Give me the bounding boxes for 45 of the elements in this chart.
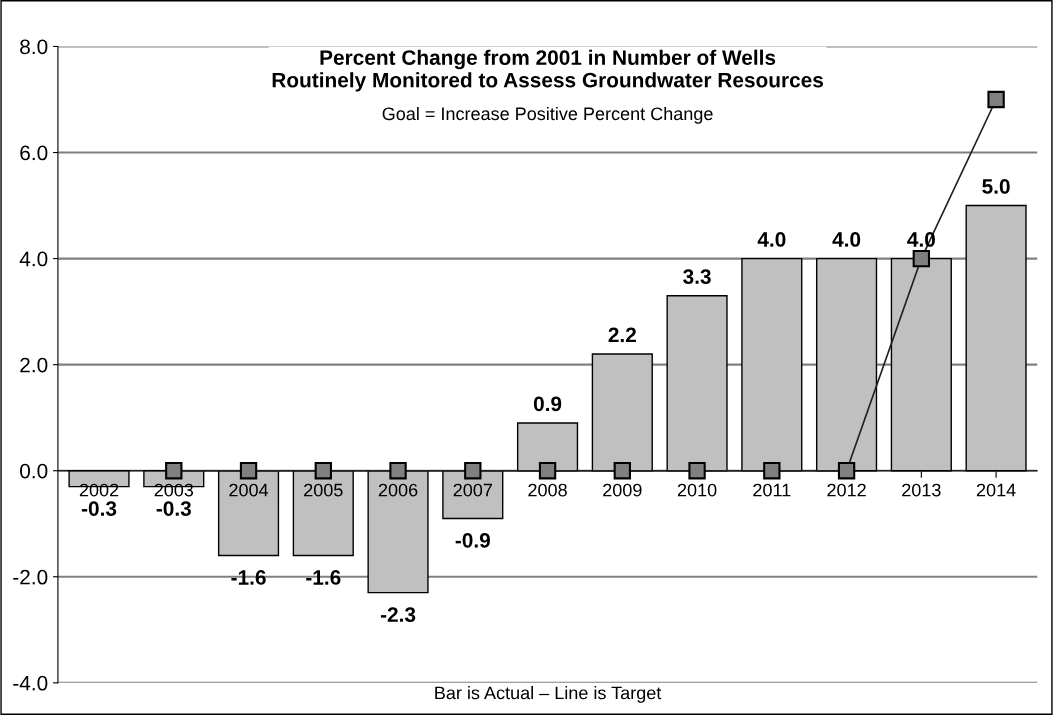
y-tick-label: 0.0: [20, 463, 48, 479]
data-label: -1.6: [306, 570, 341, 585]
point: [239, 462, 258, 480]
point: [314, 462, 332, 480]
data-label: 4.0: [832, 232, 861, 247]
data-label: -1.6: [231, 570, 266, 585]
point: [464, 462, 482, 480]
x-tick-label: 2011: [753, 483, 791, 497]
data-label: -0.9: [455, 532, 490, 548]
text: Percent Change from 2001 in Number of Wells Routinely Monitored to Assess Groundwater Resources: [272, 49, 824, 92]
text: Goal = Increase Positive Percent Change: [382, 106, 713, 124]
point: [389, 462, 407, 480]
x-tick-label: 2004: [229, 483, 269, 497]
x-tick-label: 2010: [677, 483, 717, 497]
x-tick-label: 2008: [528, 483, 567, 497]
point: [987, 90, 1005, 109]
data-label: 3.3: [683, 269, 711, 284]
y-tick-label: 2.0: [20, 357, 48, 373]
x-tick-label: 2009: [603, 483, 642, 497]
x-tick-label: 2006: [378, 483, 418, 497]
data-label: 4.0: [757, 232, 786, 247]
x-tick-label: 2012: [827, 483, 866, 497]
data-label: 0.9: [533, 396, 562, 412]
x-tick-label: 2005: [304, 483, 343, 497]
y-tick-label: -4.0: [13, 675, 48, 691]
data-label: 5.0: [982, 179, 1010, 194]
point: [912, 249, 931, 268]
data-label: -0.3: [156, 501, 191, 516]
x-tick-label: 2013: [902, 483, 941, 497]
point: [165, 462, 183, 480]
point: [688, 462, 706, 480]
point: [763, 462, 781, 480]
text: Bar is Actual – Line is Target: [435, 686, 662, 703]
y-tick-label: 8.0: [20, 39, 48, 55]
y-tick-label: 4.0: [19, 251, 48, 267]
x-tick-label: 2014: [976, 483, 1016, 497]
x-tick-label: 2007: [453, 483, 492, 497]
point: [613, 462, 631, 480]
point: [837, 462, 856, 480]
y-tick-label: -2.0: [13, 569, 48, 585]
y-tick-label: 6.0: [20, 145, 48, 161]
data-label: 2.2: [608, 327, 636, 343]
point: [538, 462, 557, 480]
data-label: -2.3: [380, 607, 416, 623]
data-label: -0.3: [81, 501, 117, 516]
